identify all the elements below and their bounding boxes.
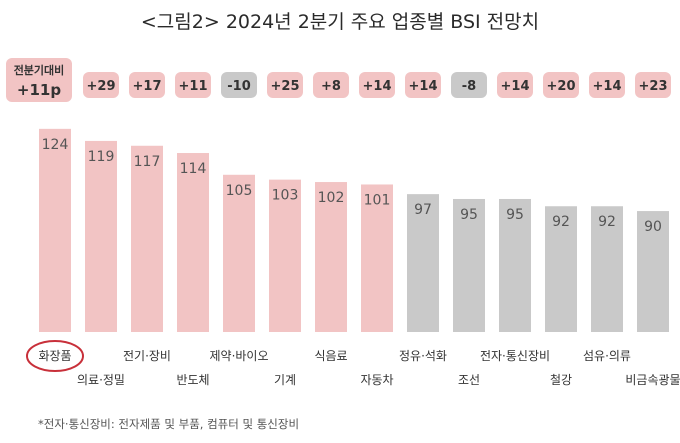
bar-value-label: 105 (226, 183, 253, 199)
change-badge (589, 72, 625, 98)
change-badge-label: +14 (409, 79, 438, 94)
change-badge (129, 72, 165, 98)
change-badge-label: +25 (271, 79, 300, 94)
change-badge-label: +17 (133, 79, 162, 94)
change-badge-label: +14 (593, 79, 622, 94)
change-badge (405, 72, 441, 98)
change-badge-label: +14 (363, 79, 392, 94)
bar (637, 211, 669, 332)
bar (177, 153, 209, 332)
change-badge (267, 72, 303, 98)
bar-value-label: 124 (42, 137, 69, 153)
overall-change-value: +11p (17, 81, 61, 99)
bar (315, 182, 347, 332)
overall-change-label: 전분기대비 (14, 63, 65, 77)
change-badge (543, 72, 579, 98)
bar (545, 206, 577, 332)
category-label: 전자·통신장비 (480, 349, 550, 363)
bar (223, 174, 255, 332)
bar-value-label: 114 (180, 161, 207, 177)
bar-value-label: 92 (552, 214, 570, 230)
bar-value-label: 92 (598, 214, 616, 230)
overall-change-badge (6, 58, 72, 102)
bar-value-label: 95 (506, 207, 524, 223)
highlight-circle (26, 340, 84, 372)
category-label: 화장품 (38, 349, 71, 363)
category-label: 기계 (274, 373, 296, 387)
bar (361, 184, 393, 332)
category-label: 섬유·의류 (583, 349, 631, 363)
bar (499, 198, 531, 332)
bar (591, 206, 623, 332)
change-badge (497, 72, 533, 98)
footnote: *전자·통신장비: 전자제품 및 부품, 컴퓨터 및 통신장비 (38, 417, 299, 431)
bar-value-label: 97 (414, 202, 432, 218)
bar (39, 128, 71, 332)
bar-value-label: 90 (644, 219, 662, 235)
bar (85, 140, 117, 332)
change-badge (359, 72, 395, 98)
change-badge (635, 72, 671, 98)
change-badge-label: +20 (547, 79, 576, 94)
bar (269, 179, 301, 332)
bar-value-label: 119 (88, 149, 115, 165)
change-badge (175, 72, 211, 98)
category-label: 비금속광물 (625, 373, 680, 387)
bar (131, 145, 163, 332)
change-badge-label: -8 (462, 79, 476, 94)
bar-value-label: 101 (364, 192, 391, 208)
bar-value-label: 117 (134, 154, 161, 170)
category-label: 정유·석화 (399, 349, 447, 363)
category-label: 의료·정밀 (77, 373, 125, 387)
change-badge-label: +29 (87, 79, 116, 94)
category-label: 제약·바이오 (209, 348, 268, 363)
change-badge-label: +14 (501, 79, 530, 94)
bar (453, 198, 485, 332)
bar-value-label: 103 (272, 188, 299, 204)
change-badge (83, 72, 119, 98)
category-label: 반도체 (176, 373, 209, 387)
category-label: 철강 (550, 373, 572, 387)
change-badge (451, 72, 487, 98)
category-label: 조선 (458, 373, 480, 387)
change-badge-label: +23 (639, 79, 668, 94)
category-label: 전기·장비 (123, 349, 171, 363)
change-badge (313, 72, 349, 98)
bar (407, 194, 439, 332)
change-badge-label: -10 (227, 79, 251, 94)
change-badge (221, 72, 257, 98)
category-label: 자동차 (360, 373, 393, 387)
bar-value-label: 95 (460, 207, 478, 223)
category-label: 식음료 (314, 349, 347, 363)
change-badge-label: +11 (179, 79, 208, 94)
bar-value-label: 102 (318, 190, 345, 206)
change-badge-label: +8 (321, 79, 341, 94)
chart-title: <그림2> 2024년 2분기 주요 업종별 BSI 전망치 (141, 11, 539, 33)
